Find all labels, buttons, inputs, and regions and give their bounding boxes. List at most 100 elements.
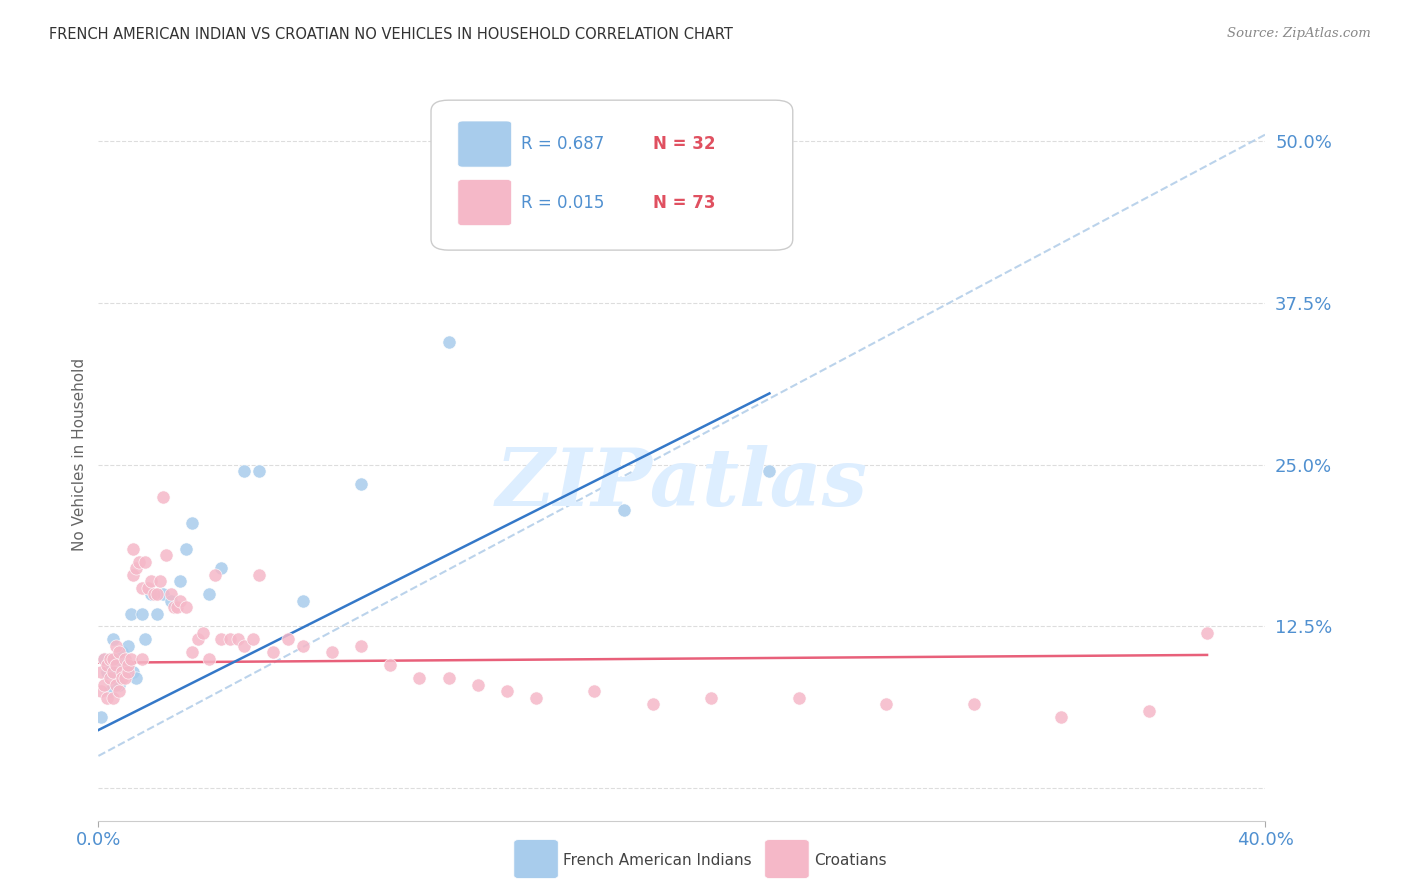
Point [131,607,153,621]
Point [152,490,174,504]
Text: Croatians: Croatians [814,854,886,869]
Point [291,639,314,653]
Point [114,652,136,666]
Point [134,555,156,569]
Point [218,632,240,647]
Point [111,645,134,659]
Point [787,690,810,705]
Point [180,516,202,530]
Point [437,671,460,685]
Point [146,587,169,601]
Text: ZIPatlas: ZIPatlas [496,445,868,523]
Point [131,652,153,666]
Point [198,652,221,666]
Point [291,593,314,607]
Point [321,645,343,659]
Point [160,593,183,607]
Point [139,574,162,589]
Point [131,581,153,595]
Point [93,652,115,666]
Text: FRENCH AMERICAN INDIAN VS CROATIAN NO VEHICLES IN HOUSEHOLD CORRELATION CHART: FRENCH AMERICAN INDIAN VS CROATIAN NO VE… [49,27,733,42]
FancyBboxPatch shape [765,839,808,879]
Point [169,574,191,589]
Point [104,652,127,666]
Point [467,678,489,692]
Point [408,671,430,685]
Point [96,690,118,705]
Point [163,600,186,615]
Point [583,684,606,698]
Point [122,665,145,679]
Point [198,587,221,601]
Point [101,690,124,705]
Point [108,684,131,698]
Point [117,665,139,679]
Point [104,678,127,692]
Text: French American Indians: French American Indians [562,854,751,869]
Text: N = 32: N = 32 [652,135,716,153]
Point [204,567,226,582]
Point [104,658,127,673]
Point [962,697,984,711]
Point [90,665,112,679]
Point [209,632,232,647]
FancyBboxPatch shape [432,100,793,250]
Point [193,626,215,640]
Point [155,548,177,562]
Point [90,710,112,724]
Point [174,600,197,615]
Point [875,697,897,711]
Point [98,684,121,698]
Point [139,587,162,601]
Point [641,697,664,711]
Point [120,607,142,621]
Point [114,671,136,685]
Point [350,639,373,653]
Point [700,690,723,705]
FancyBboxPatch shape [458,179,512,226]
Point [101,652,124,666]
Point [117,658,139,673]
Point [111,671,134,685]
Point [101,665,124,679]
Point [187,632,209,647]
Point [101,665,124,679]
Point [108,678,131,692]
Point [111,665,134,679]
Point [277,632,299,647]
Point [174,541,197,556]
Point [169,593,191,607]
Point [136,581,159,595]
Point [142,587,165,601]
Point [128,555,150,569]
Point [247,567,270,582]
Point [350,477,373,491]
Point [247,464,270,478]
Point [98,652,121,666]
Point [114,658,136,673]
Point [524,690,547,705]
Text: Source: ZipAtlas.com: Source: ZipAtlas.com [1227,27,1371,40]
Point [228,632,250,647]
Point [108,645,131,659]
Point [117,639,139,653]
Point [125,561,148,575]
Point [90,684,112,698]
Point [96,658,118,673]
Point [1195,626,1218,640]
Point [233,639,256,653]
Point [209,561,232,575]
Point [152,587,174,601]
Point [125,671,148,685]
FancyBboxPatch shape [458,121,512,167]
Point [149,574,172,589]
Point [166,600,188,615]
Point [233,464,256,478]
Point [134,632,156,647]
Point [101,632,124,647]
Point [758,464,780,478]
Point [104,639,127,653]
Point [160,587,183,601]
Point [122,567,145,582]
Point [612,503,634,517]
